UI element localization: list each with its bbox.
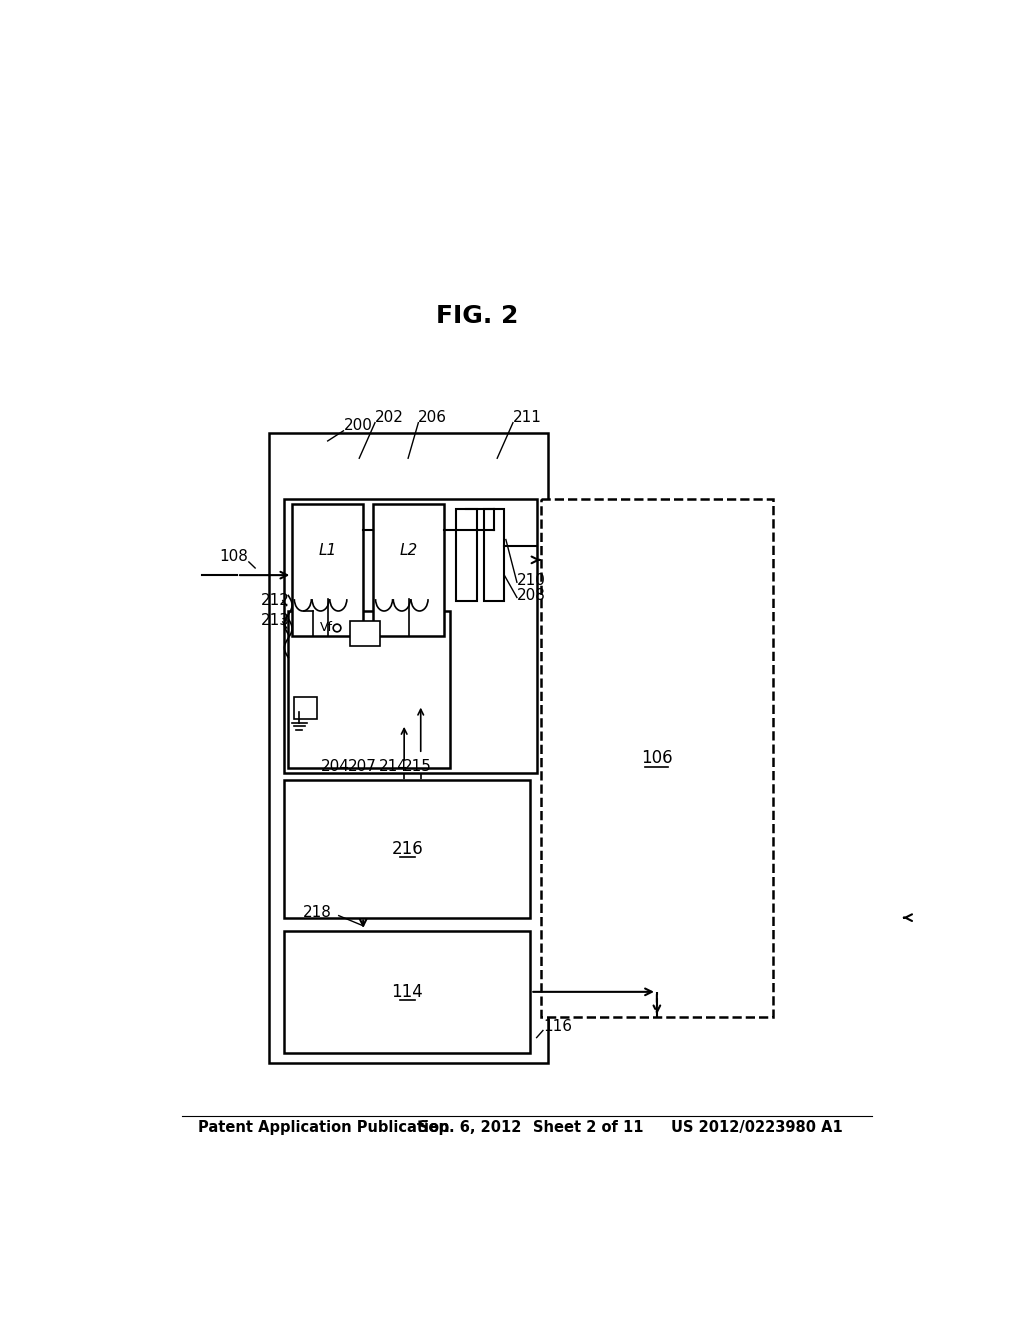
Text: L1: L1 xyxy=(318,543,337,558)
Bar xyxy=(289,611,450,768)
Text: 106: 106 xyxy=(641,748,673,767)
Text: 116: 116 xyxy=(543,1019,572,1034)
Bar xyxy=(294,697,317,719)
Text: Vf: Vf xyxy=(319,622,333,635)
Text: 208: 208 xyxy=(517,587,546,603)
Bar xyxy=(292,504,364,636)
Bar xyxy=(541,499,773,1018)
Bar xyxy=(483,510,504,601)
Text: L2: L2 xyxy=(399,543,418,558)
Text: 210: 210 xyxy=(517,573,546,587)
Text: 206: 206 xyxy=(419,411,447,425)
Text: 207: 207 xyxy=(347,759,376,774)
Bar xyxy=(457,510,477,601)
Text: 200: 200 xyxy=(343,418,373,433)
Text: 211: 211 xyxy=(513,411,542,425)
Text: Patent Application Publication: Patent Application Publication xyxy=(198,1119,450,1134)
Text: 204: 204 xyxy=(322,759,350,774)
Text: FIG. 2: FIG. 2 xyxy=(436,304,519,327)
Bar xyxy=(268,433,549,1063)
Bar xyxy=(374,504,444,636)
Text: 213: 213 xyxy=(261,614,290,628)
Text: 215: 215 xyxy=(402,759,431,774)
Bar xyxy=(285,780,530,917)
Text: US 2012/0223980 A1: US 2012/0223980 A1 xyxy=(671,1119,843,1134)
Text: 114: 114 xyxy=(391,983,423,1001)
Bar xyxy=(350,620,380,647)
Text: Sheet 2 of 11: Sheet 2 of 11 xyxy=(532,1119,643,1134)
Bar xyxy=(285,499,537,774)
Text: 212: 212 xyxy=(261,593,290,609)
Text: 214: 214 xyxy=(379,759,408,774)
Text: 218: 218 xyxy=(302,906,332,920)
Text: 202: 202 xyxy=(375,411,403,425)
Circle shape xyxy=(333,624,341,632)
Bar xyxy=(285,931,530,1053)
Text: 216: 216 xyxy=(391,840,423,858)
Text: 108: 108 xyxy=(219,549,248,565)
Text: Sep. 6, 2012: Sep. 6, 2012 xyxy=(419,1119,522,1134)
